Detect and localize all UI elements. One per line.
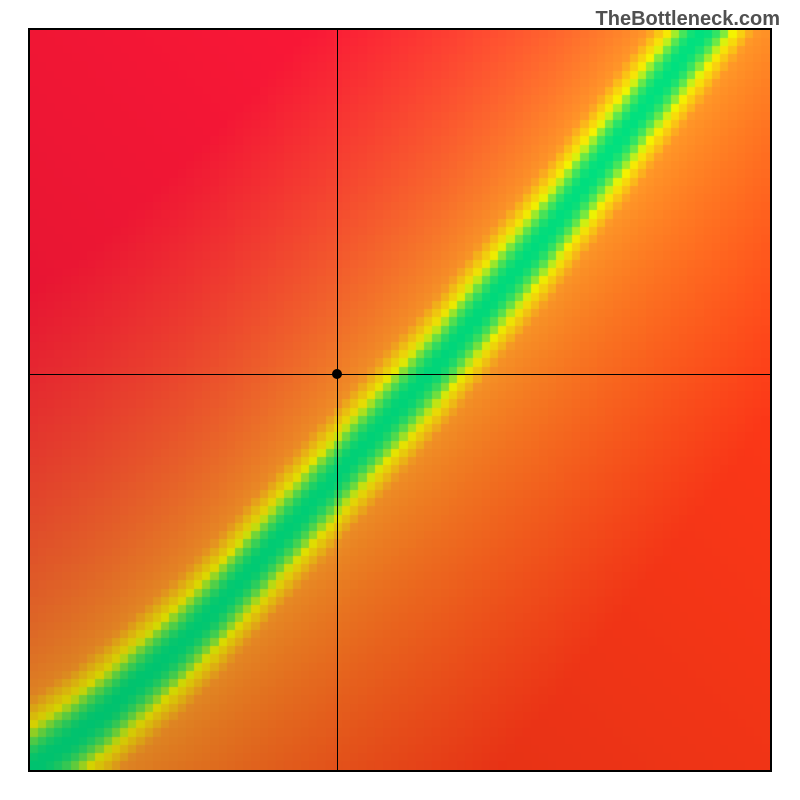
- crosshair-vertical: [337, 30, 338, 770]
- heatmap-canvas: [30, 30, 770, 770]
- chart-container: TheBottleneck.com: [0, 0, 800, 800]
- watermark-text: TheBottleneck.com: [596, 8, 780, 31]
- crosshair-marker: [332, 369, 342, 379]
- crosshair-horizontal: [30, 374, 770, 375]
- heatmap-chart: [28, 28, 772, 772]
